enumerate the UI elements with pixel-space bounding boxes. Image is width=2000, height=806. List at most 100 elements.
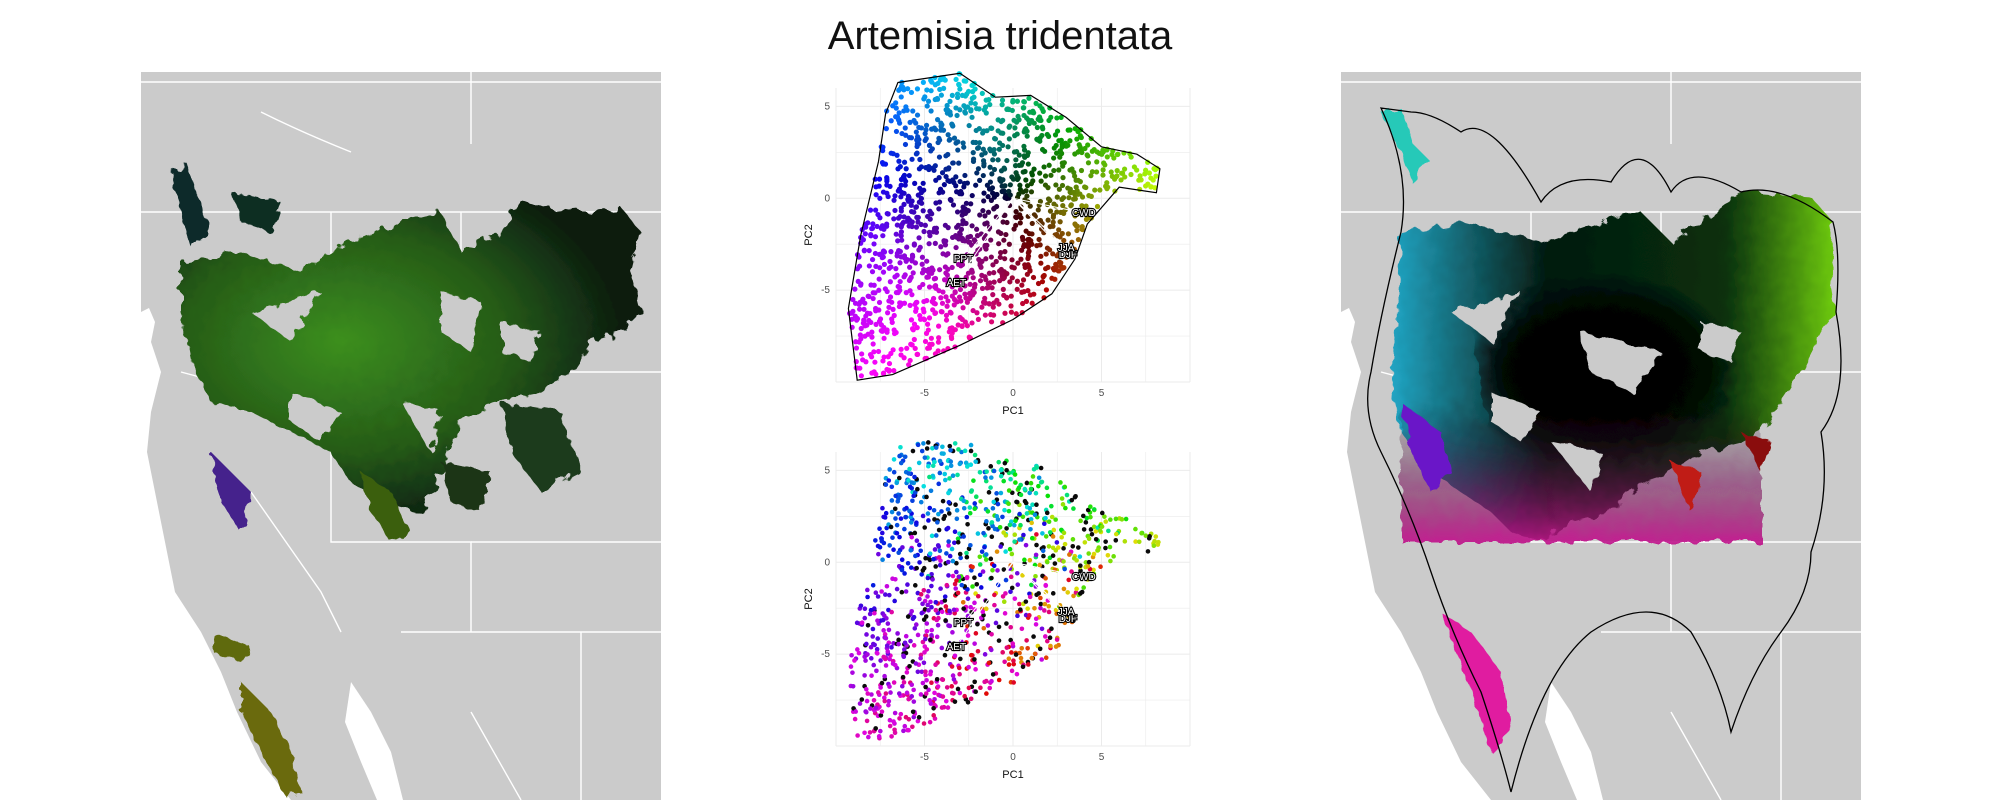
data-point [991,499,997,505]
data-point [878,658,883,663]
data-point [1114,173,1120,179]
data-point [924,298,930,304]
data-point [1005,144,1011,150]
data-point [1105,552,1111,558]
data-point [1034,542,1039,548]
data-point [1078,563,1083,568]
data-point [966,122,972,129]
data-point [884,327,890,333]
data-point [990,567,995,573]
data-point [882,613,887,618]
data-point [894,152,900,158]
data-point [904,107,910,113]
data-point [875,690,881,695]
data-point [879,680,885,686]
data-point [969,114,975,120]
data-point [857,299,863,305]
data-point [1045,185,1051,191]
data-point [897,278,903,285]
data-point [1006,501,1011,507]
data-point [873,184,879,190]
data-point [909,682,915,688]
data-point [930,446,935,451]
data-point [1053,644,1059,649]
data-point [862,333,868,339]
data-point [964,323,970,329]
data-point [1032,512,1038,518]
data-point [898,445,903,450]
data-point [1011,522,1017,528]
data-point [887,684,892,689]
data-point [899,557,905,562]
data-point [947,645,953,650]
data-point [913,583,918,588]
data-point [955,261,962,268]
data-point [995,568,1000,573]
data-point [976,126,982,132]
data-point [990,304,996,310]
data-point [1035,280,1042,287]
data-point [1025,117,1032,123]
data-point [911,336,917,343]
data-point [1112,188,1118,194]
data-point [892,710,898,716]
data-point [1094,159,1100,165]
data-point [1075,128,1081,135]
data-point [868,354,875,360]
data-point [949,664,955,669]
data-point [1078,591,1083,596]
data-point [1057,154,1063,160]
data-point [1027,292,1034,298]
data-point [1107,544,1113,550]
data-point [947,476,952,481]
data-point [977,140,983,146]
data-point [884,182,890,188]
data-point [888,150,894,156]
data-point [989,678,994,684]
data-point [915,632,921,638]
data-point [1008,637,1013,643]
data-point [898,516,904,521]
data-point [882,673,887,679]
data-point [1061,546,1066,551]
data-point [983,475,988,480]
data-point [979,285,986,292]
data-point [1004,467,1009,473]
data-point [1021,289,1027,295]
data-point [1023,599,1029,604]
data-point [964,104,971,110]
data-point [1134,167,1140,173]
data-point [914,538,920,544]
data-point [983,606,989,612]
data-point [889,498,895,503]
y-tick-label: -5 [821,649,830,660]
data-point [1078,167,1085,174]
data-point [1066,577,1072,583]
data-point [993,258,999,265]
data-point [984,519,989,524]
data-point [998,490,1004,496]
data-point [873,192,879,198]
data-point [908,135,915,141]
data-point [974,170,980,176]
data-point [864,310,871,316]
data-point [1013,214,1019,221]
data-point [902,125,908,131]
data-point [949,690,955,696]
data-point [917,542,922,548]
data-point [1027,594,1033,600]
data-point [987,164,993,170]
data-point [1058,137,1064,143]
data-point [933,200,939,206]
data-point [893,516,898,521]
data-point [892,193,898,199]
data-point [950,673,956,678]
data-point [1078,568,1083,574]
data-point [1053,517,1058,522]
data-point [1093,529,1099,534]
data-point [908,638,913,644]
data-point [923,614,929,619]
data-point [991,191,997,197]
data-point [1022,498,1028,504]
data-point [944,303,950,309]
